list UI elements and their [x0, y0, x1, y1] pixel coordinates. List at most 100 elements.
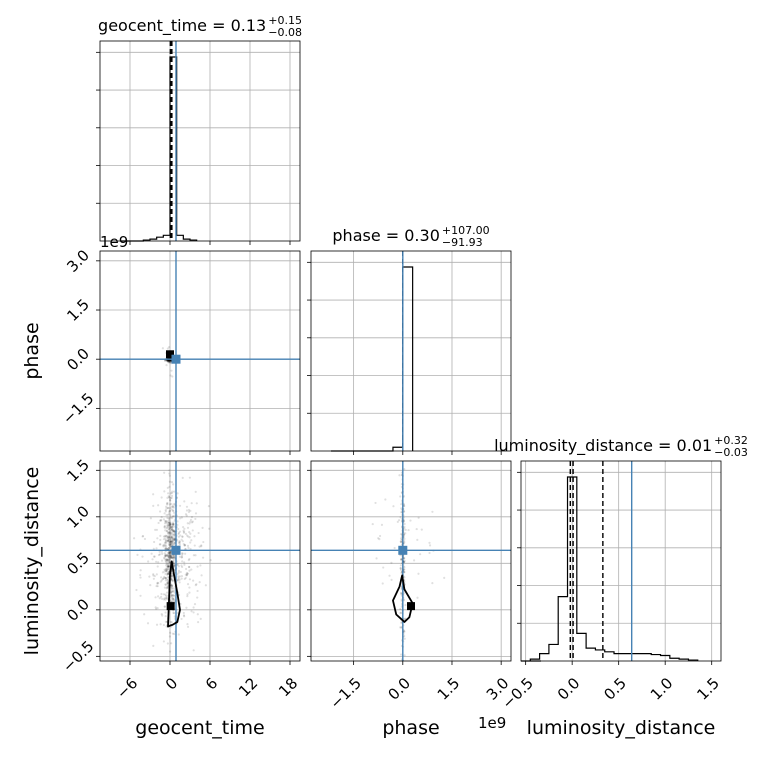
- panel-geocent_time-phase-sample-point: [163, 359, 167, 362]
- panel-geocent_time-phase-sample-point: [166, 347, 170, 350]
- panel-geocent_time-luminosity_distance-sample-point: [166, 506, 170, 509]
- panel-geocent_time-luminosity_distance-sample-point: [170, 535, 173, 539]
- hist-phase-grid: [307, 251, 511, 455]
- panel-geocent_time-luminosity_distance-sample-point: [149, 517, 152, 520]
- panel-geocent_time-phase-sample-point: [169, 360, 172, 363]
- panel-geocent_time-luminosity_distance-sample-point: [155, 584, 158, 588]
- panel-geocent_time-luminosity_distance-sample-point: [191, 520, 194, 523]
- panel-geocent_time-luminosity_distance-sample-point: [139, 576, 142, 579]
- panel-geocent_time-luminosity_distance-sample-point: [176, 573, 179, 576]
- panel-geocent_time-luminosity_distance-sample-point: [169, 591, 173, 594]
- panel-geocent_time-luminosity_distance-sample-point: [170, 586, 173, 590]
- panel-geocent_time-luminosity_distance-sample-point: [168, 567, 171, 571]
- panel-phase-luminosity_distance-sample-point: [384, 498, 387, 501]
- panel-phase-luminosity_distance-sample-point: [377, 537, 380, 540]
- median-marker-phase-luminosity_distance: [407, 602, 415, 611]
- panel-geocent_time-luminosity_distance-sample-point: [161, 597, 164, 600]
- panel-geocent_time-luminosity_distance-sample-point: [136, 553, 139, 556]
- panel-geocent_time-luminosity_distance-sample-point: [172, 562, 175, 565]
- panel-geocent_time-phase-sample-point: [168, 359, 171, 362]
- panel-geocent_time-luminosity_distance-sample-point: [164, 554, 167, 557]
- panel-geocent_time-luminosity_distance-sample-point: [171, 490, 174, 493]
- panel-geocent_time-luminosity_distance-sample-point: [164, 572, 167, 576]
- panel-geocent_time-luminosity_distance-sample-point: [170, 508, 173, 511]
- panel-geocent_time-luminosity_distance-sample-point: [164, 555, 167, 558]
- panel-geocent_time-luminosity_distance-sample-point: [173, 511, 176, 514]
- panel-geocent_time-luminosity_distance-sample-point: [155, 528, 159, 531]
- panel-phase-luminosity_distance-sample-point: [402, 510, 406, 513]
- panel-phase-luminosity_distance-sample-point: [404, 603, 407, 607]
- hist-phase-histogram: [331, 266, 414, 452]
- panel-phase-luminosity_distance-sample-point: [400, 457, 402, 459]
- panel-geocent_time-luminosity_distance-sample-point: [190, 539, 193, 542]
- panel-geocent_time-luminosity_distance-sample-point: [163, 576, 166, 579]
- panel-geocent_time-luminosity_distance-sample-point: [181, 476, 184, 479]
- panel-geocent_time-luminosity_distance-sample-point: [180, 554, 184, 557]
- panel-geocent_time-luminosity_distance-sample-point: [166, 537, 170, 540]
- panel-geocent_time-luminosity_distance-sample-point: [183, 563, 186, 566]
- panel-geocent_time-luminosity_distance-sample-point: [166, 558, 169, 561]
- panel-geocent_time-luminosity_distance-sample-point: [188, 557, 191, 561]
- panel-geocent_time-luminosity_distance-sample-point: [168, 523, 171, 526]
- panel-phase-luminosity_distance-sample-point: [400, 626, 403, 629]
- panel-phase-luminosity_distance-sample-point: [403, 618, 406, 621]
- panel-geocent_time-luminosity_distance-sample-point: [192, 649, 195, 652]
- panel-geocent_time-luminosity_distance-sample-point: [169, 544, 172, 547]
- panel-geocent_time-luminosity_distance-sample-point: [169, 631, 172, 634]
- panel-phase-luminosity_distance-sample-point: [399, 564, 402, 567]
- panel-geocent_time-luminosity_distance-sample-point: [170, 525, 174, 528]
- panel-geocent_time-luminosity_distance-sample-point: [172, 578, 175, 582]
- panel-geocent_time-luminosity_distance-sample-point: [166, 526, 169, 529]
- panel-geocent_time-luminosity_distance-sample-point: [164, 539, 167, 542]
- xaxis-label-geocent_time: geocent_time: [135, 717, 264, 739]
- panel-geocent_time-luminosity_distance-sample-point: [172, 563, 175, 566]
- panel-geocent_time-luminosity_distance-sample-point: [169, 525, 172, 528]
- panel-geocent_time-luminosity_distance-sample-point: [172, 587, 175, 590]
- panel-geocent_time-luminosity_distance-sample-point: [171, 587, 174, 590]
- hist-geocent_time-histogram: [120, 56, 198, 242]
- panel-geocent_time-luminosity_distance-sample-point: [182, 529, 185, 532]
- panel-geocent_time-luminosity_distance-sample-point: [171, 538, 175, 541]
- panel-phase-luminosity_distance-sample-point: [399, 611, 402, 615]
- panel-geocent_time-luminosity_distance-sample-point: [171, 529, 174, 532]
- panel-geocent_time-luminosity_distance-sample-point: [186, 534, 189, 537]
- panel-geocent_time-luminosity_distance-sample-point: [164, 568, 167, 572]
- panel-geocent_time-luminosity_distance-sample-point: [183, 561, 186, 564]
- panel-geocent_time-luminosity_distance-sample-point: [186, 595, 189, 598]
- panel-phase-luminosity_distance-sample-point: [399, 567, 402, 570]
- panel-geocent_time-luminosity_distance-sample-point: [171, 590, 174, 593]
- panel-geocent_time-luminosity_distance-sample-point: [168, 560, 171, 564]
- panel-geocent_time-luminosity_distance-sample-point: [200, 574, 203, 577]
- panel-geocent_time-luminosity_distance-sample-point: [171, 590, 174, 593]
- panel-geocent_time-luminosity_distance-sample-point: [167, 510, 171, 514]
- panel-geocent_time-luminosity_distance-sample-point: [171, 584, 174, 588]
- title-plus: +0.15: [268, 14, 302, 27]
- panel-phase-luminosity_distance-sample-point: [400, 510, 403, 514]
- title-median: 0.13: [231, 16, 267, 35]
- panel-geocent_time-phase-sample-point: [166, 360, 169, 363]
- panel-geocent_time-luminosity_distance-sample-point: [173, 632, 176, 636]
- panel-geocent_time-luminosity_distance-sample-point: [171, 556, 174, 560]
- panel-geocent_time-luminosity_distance-sample-point: [184, 552, 187, 555]
- panel-geocent_time-luminosity_distance-sample-point: [168, 498, 172, 502]
- panel-geocent_time-phase-sample-point: [166, 359, 169, 362]
- panel-geocent_time-luminosity_distance-sample-point: [160, 579, 163, 582]
- panel-geocent_time-luminosity_distance-sample-point: [178, 542, 181, 545]
- panel-geocent_time-luminosity_distance-sample-point: [164, 546, 167, 549]
- panel-geocent_time-luminosity_distance-sample-point: [164, 598, 167, 601]
- panel-geocent_time-luminosity_distance-sample-point: [167, 538, 170, 541]
- panel-geocent_time-luminosity_distance-sample-point: [163, 586, 167, 589]
- panel-geocent_time-luminosity_distance-sample-point: [165, 554, 168, 558]
- panel-geocent_time-luminosity_distance-sample-point: [155, 547, 158, 550]
- panel-geocent_time-luminosity_distance-sample-point: [191, 529, 194, 532]
- panel-geocent_time-luminosity_distance-sample-point: [201, 556, 205, 559]
- panel-geocent_time-luminosity_distance-sample-point: [182, 611, 185, 615]
- panel-geocent_time-luminosity_distance-sample-point: [171, 593, 174, 597]
- panel-geocent_time-luminosity_distance-sample-point: [154, 528, 157, 531]
- panel-geocent_time-phase-sample-point: [169, 360, 172, 363]
- panel-geocent_time-luminosity_distance-sample-point: [164, 560, 168, 563]
- panel-geocent_time-luminosity_distance-sample-point: [166, 565, 169, 568]
- panel-geocent_time-luminosity_distance-sample-point: [178, 581, 181, 584]
- panel-geocent_time-luminosity_distance-sample-point: [197, 531, 200, 535]
- panel-geocent_time-luminosity_distance-sample-point: [152, 504, 155, 507]
